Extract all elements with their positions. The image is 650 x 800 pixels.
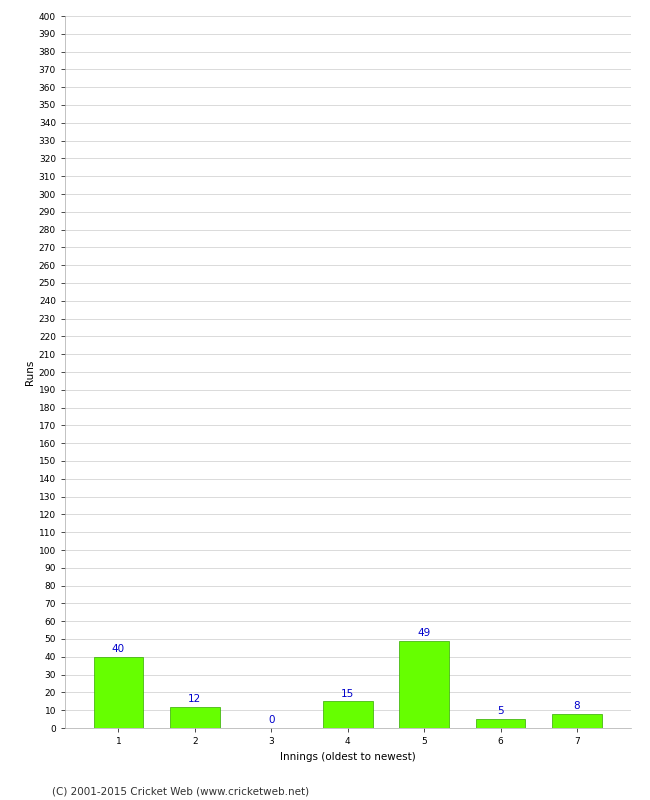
X-axis label: Innings (oldest to newest): Innings (oldest to newest) xyxy=(280,751,415,762)
Text: 40: 40 xyxy=(112,644,125,654)
Bar xyxy=(399,641,449,728)
Bar xyxy=(476,719,525,728)
Y-axis label: Runs: Runs xyxy=(25,359,34,385)
Bar xyxy=(552,714,602,728)
Text: 12: 12 xyxy=(188,694,202,704)
Text: 5: 5 xyxy=(497,706,504,717)
Text: 8: 8 xyxy=(574,701,580,711)
Text: 49: 49 xyxy=(417,628,431,638)
Text: 15: 15 xyxy=(341,689,354,698)
Text: (C) 2001-2015 Cricket Web (www.cricketweb.net): (C) 2001-2015 Cricket Web (www.cricketwe… xyxy=(52,786,309,796)
Bar xyxy=(170,706,220,728)
Text: 0: 0 xyxy=(268,715,274,726)
Bar xyxy=(94,657,144,728)
Bar xyxy=(323,702,372,728)
